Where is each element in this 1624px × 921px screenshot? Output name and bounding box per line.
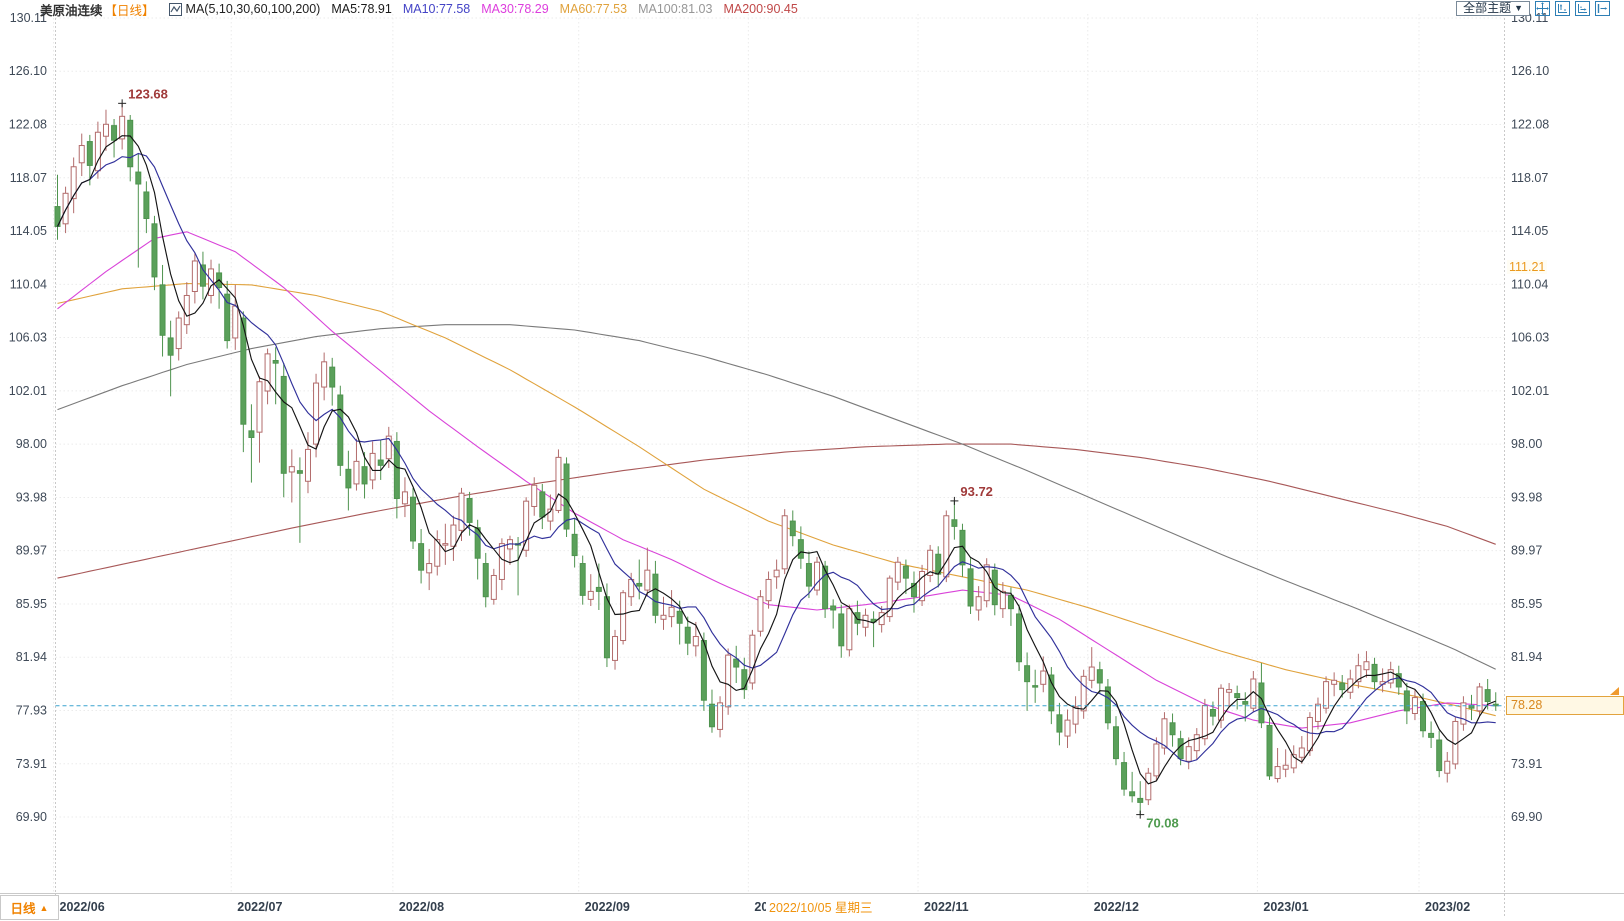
svg-text:77.93: 77.93 xyxy=(16,703,47,717)
svg-text:98.00: 98.00 xyxy=(16,437,47,451)
svg-text:93.98: 93.98 xyxy=(1511,490,1542,504)
fit-horizontal-axis-icon[interactable] xyxy=(1575,1,1590,16)
svg-text:89.97: 89.97 xyxy=(16,544,47,558)
ma-legend-item: MA10:77.58 xyxy=(402,2,471,16)
svg-text:106.03: 106.03 xyxy=(1511,331,1549,345)
svg-text:118.07: 118.07 xyxy=(10,171,47,185)
svg-text:2022/11: 2022/11 xyxy=(924,900,969,914)
period-tab[interactable]: 日线 ▲ xyxy=(0,895,59,920)
ma-legend-item: MA5:78.91 xyxy=(331,2,392,16)
pan-icon[interactable] xyxy=(1535,1,1550,16)
ma-legend-item: MA30:78.29 xyxy=(481,2,549,16)
theme-select-button[interactable]: 全部主题 ▼ xyxy=(1456,1,1530,16)
ma-summary: MA(5,10,30,60,100,200) xyxy=(185,2,321,16)
svg-text:85.95: 85.95 xyxy=(1511,597,1542,611)
svg-text:114.05: 114.05 xyxy=(10,224,47,238)
svg-text:110.04: 110.04 xyxy=(10,277,47,291)
scroll-right-icon[interactable] xyxy=(1595,1,1610,16)
svg-text:130.11: 130.11 xyxy=(10,11,47,25)
price-flag-icon xyxy=(1610,686,1619,695)
svg-text:69.90: 69.90 xyxy=(16,810,47,824)
ma-legend-item: MA100:81.03 xyxy=(638,2,713,16)
period-tag: 【日线】 xyxy=(104,3,155,18)
svg-text:98.00: 98.00 xyxy=(1511,437,1542,451)
svg-text:122.08: 122.08 xyxy=(1511,118,1549,132)
current-price-label: 78.28 xyxy=(1506,696,1624,716)
fit-vertical-axis-icon[interactable] xyxy=(1555,1,1570,16)
toolbar: 全部主题 ▼ xyxy=(1456,1,1610,16)
svg-text:89.97: 89.97 xyxy=(1511,544,1542,558)
svg-text:126.10: 126.10 xyxy=(9,64,47,78)
svg-text:102.01: 102.01 xyxy=(1511,384,1549,398)
triangle-up-icon: ▲ xyxy=(39,902,49,913)
svg-text:81.94: 81.94 xyxy=(1511,650,1542,664)
svg-text:2022/09: 2022/09 xyxy=(585,900,630,914)
svg-text:81.94: 81.94 xyxy=(16,650,47,664)
svg-text:93.72: 93.72 xyxy=(960,484,993,499)
period-tab-label: 日线 xyxy=(10,902,36,916)
chart-header: 美原油连续 【日线】 MA(5,10,30,60,100,200) MA5:78… xyxy=(40,1,798,18)
chevron-down-icon: ▼ xyxy=(1514,3,1523,13)
ma-legend-item: MA200:90.45 xyxy=(723,2,798,16)
svg-text:73.91: 73.91 xyxy=(16,757,47,771)
svg-text:73.91: 73.91 xyxy=(1511,757,1542,771)
upper-price-marker: 111.21 xyxy=(1507,259,1548,274)
svg-text:85.95: 85.95 xyxy=(16,597,47,611)
svg-text:2022/06: 2022/06 xyxy=(60,900,105,914)
svg-text:126.10: 126.10 xyxy=(1511,64,1549,78)
svg-text:118.07: 118.07 xyxy=(1511,171,1548,185)
ma-legend-item: MA60:77.53 xyxy=(559,2,628,16)
svg-text:106.03: 106.03 xyxy=(9,331,47,345)
theme-select-label: 全部主题 xyxy=(1463,1,1512,15)
svg-text:123.68: 123.68 xyxy=(128,86,168,101)
svg-text:102.01: 102.01 xyxy=(9,384,47,398)
indicator-icon xyxy=(168,2,182,16)
svg-text:114.05: 114.05 xyxy=(1511,224,1548,238)
svg-text:2022/12: 2022/12 xyxy=(1094,900,1139,914)
ma-legend: MA5:78.91 MA10:77.58 MA30:78.29 MA60:77.53 M… xyxy=(320,2,797,16)
instrument-title: 美原油连续 xyxy=(40,3,103,18)
svg-text:2022/07: 2022/07 xyxy=(237,900,282,914)
date-tooltip: 2022/10/05 星期三 xyxy=(766,897,876,916)
svg-text:122.08: 122.08 xyxy=(9,118,47,132)
svg-text:2023/02: 2023/02 xyxy=(1425,900,1470,914)
svg-text:69.90: 69.90 xyxy=(1511,810,1542,824)
svg-text:2023/01: 2023/01 xyxy=(1263,900,1308,914)
svg-text:70.08: 70.08 xyxy=(1146,816,1179,831)
svg-text:2022/08: 2022/08 xyxy=(399,900,444,914)
svg-text:93.98: 93.98 xyxy=(16,490,47,504)
svg-text:110.04: 110.04 xyxy=(1511,277,1548,291)
